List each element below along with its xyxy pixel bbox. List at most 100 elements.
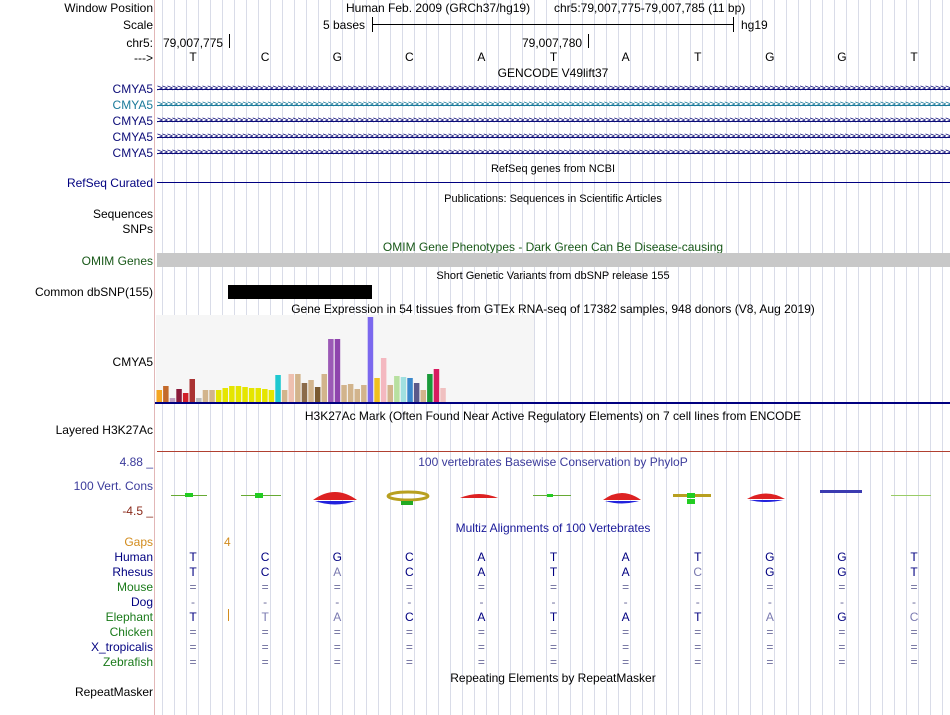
base-letter: C: [260, 50, 270, 64]
gtex-tissue-bar[interactable]: [367, 317, 374, 402]
gtex-tissue-bar[interactable]: [420, 390, 427, 402]
species-base: =: [766, 580, 774, 594]
gtex-tissue-bar[interactable]: [321, 374, 328, 402]
species-label-rhesus[interactable]: Rhesus: [112, 565, 153, 579]
gtex-tissue-bar[interactable]: [202, 390, 209, 402]
h3k-label[interactable]: Layered H3K27Ac: [55, 423, 153, 437]
species-base: =: [261, 580, 269, 594]
gtex-tissue-bar[interactable]: [413, 383, 420, 402]
gtex-tissue-bar[interactable]: [334, 339, 341, 402]
gtex-tissue-bar[interactable]: [281, 390, 288, 402]
rmsk-label[interactable]: RepeatMasker: [74, 685, 153, 699]
omim-label[interactable]: OMIM Genes: [81, 254, 153, 268]
gtex-tissue-bar[interactable]: [176, 389, 182, 402]
h3k-title[interactable]: H3K27Ac Mark (Often Found Near Active Re…: [304, 409, 802, 423]
species-label-zebrafish[interactable]: Zebrafish: [102, 655, 153, 669]
gridline: [882, 0, 883, 715]
gtex-tissue-bar[interactable]: [163, 386, 169, 402]
gtex-tissue-bar[interactable]: [354, 389, 361, 402]
gtex-tissue-bar[interactable]: [156, 390, 163, 402]
gtex-tissue-bar[interactable]: [215, 390, 222, 402]
gencode-gene-label[interactable]: CMYA5: [112, 146, 153, 160]
snp-deletion-bar[interactable]: [228, 285, 372, 299]
gencode-gene-label[interactable]: CMYA5: [112, 130, 153, 144]
gtex-title[interactable]: Gene Expression in 54 tissues from GTEx …: [291, 302, 815, 316]
species-label-dog[interactable]: Dog: [130, 595, 153, 609]
species-label-human[interactable]: Human: [114, 550, 153, 564]
refseq-gene-line[interactable]: [157, 182, 950, 183]
gencode-gene-feature[interactable]: >>>>>>>>>>>>>>>>>>>>>>>>>>>>>>>>>>>>>>>>…: [157, 100, 950, 110]
pos-left-tick: [229, 34, 230, 48]
gtex-tissue-bar[interactable]: [182, 393, 189, 402]
gtex-tissue-bar[interactable]: [209, 390, 215, 402]
gtex-tissue-bar[interactable]: [189, 379, 196, 402]
gtex-tissue-bar[interactable]: [268, 390, 275, 402]
species-label-chicken[interactable]: Chicken: [109, 625, 153, 639]
gtex-tissue-bar[interactable]: [288, 374, 295, 402]
gencode-gene-feature[interactable]: >>>>>>>>>>>>>>>>>>>>>>>>>>>>>>>>>>>>>>>>…: [157, 148, 950, 158]
omim-title[interactable]: OMIM Gene Phenotypes - Dark Green Can Be…: [382, 240, 724, 254]
species-base: =: [477, 625, 485, 639]
gtex-tissue-bar[interactable]: [400, 377, 407, 402]
pubs-title[interactable]: Publications: Sequences in Scientific Ar…: [444, 193, 662, 205]
gridline: [594, 0, 595, 715]
gtex-tissue-bar[interactable]: [229, 386, 235, 402]
sequences-label[interactable]: Sequences: [92, 207, 153, 221]
gtex-tissue-bar[interactable]: [380, 358, 387, 402]
gencode-gene-label[interactable]: CMYA5: [112, 82, 153, 96]
gtex-tissue-bar[interactable]: [262, 389, 268, 402]
gtex-tissue-bar[interactable]: [308, 380, 314, 402]
species-label-mouse[interactable]: Mouse: [116, 580, 153, 594]
gtex-tissue-bar[interactable]: [387, 385, 394, 402]
gtex-tissue-bar[interactable]: [248, 388, 255, 402]
refseq-title[interactable]: RefSeq genes from NCBI: [490, 163, 616, 175]
gtex-tissue-bar[interactable]: [433, 369, 440, 402]
gtex-tissue-bar[interactable]: [361, 385, 367, 402]
phylop-logo[interactable]: [155, 484, 950, 512]
refseq-label[interactable]: RefSeq Curated: [66, 176, 153, 190]
gtex-tissue-bar[interactable]: [196, 398, 202, 402]
gtex-tissue-bar[interactable]: [341, 385, 347, 402]
common-snp-label[interactable]: Common dbSNP(155): [34, 285, 153, 299]
gencode-gene-feature[interactable]: >>>>>>>>>>>>>>>>>>>>>>>>>>>>>>>>>>>>>>>>…: [157, 116, 950, 126]
gtex-tissue-bar[interactable]: [275, 375, 281, 402]
gtex-tissue-bar[interactable]: [301, 383, 308, 402]
gtex-tissue-bar[interactable]: [440, 388, 446, 402]
gtex-chart[interactable]: [155, 315, 950, 406]
db-text: hg19: [741, 18, 768, 32]
gtex-tissue-bar[interactable]: [255, 388, 262, 402]
gridline: [690, 0, 691, 715]
gencode-title[interactable]: GENCODE V49lift37: [497, 66, 609, 80]
gtex-tissue-bar[interactable]: [314, 387, 321, 402]
gtex-tissue-bar[interactable]: [328, 339, 334, 402]
gtex-tissue-bar[interactable]: [347, 384, 354, 402]
omim-gene-bar[interactable]: [157, 253, 950, 267]
gtex-tissue-bar[interactable]: [295, 374, 301, 402]
gridline: [642, 0, 643, 715]
gencode-gene-label[interactable]: CMYA5: [112, 114, 153, 128]
species-base: A: [477, 565, 486, 579]
rmsk-title[interactable]: Repeating Elements by RepeatMasker: [450, 671, 656, 685]
gaps-label[interactable]: Gaps: [124, 535, 153, 549]
multiz-title[interactable]: Multiz Alignments of 100 Vertebrates: [455, 521, 651, 535]
species-label-elephant[interactable]: Elephant: [105, 610, 153, 624]
gtex-tissue-bar[interactable]: [374, 378, 380, 402]
cons-label[interactable]: 100 Vert. Cons: [73, 479, 153, 493]
species-label-x_tropicalis[interactable]: X_tropicalis: [90, 640, 153, 654]
gencode-gene-label[interactable]: CMYA5: [112, 98, 153, 112]
gtex-tissue-bar[interactable]: [407, 378, 413, 402]
gtex-tissue-bar[interactable]: [427, 374, 433, 402]
gtex-tissue-bar[interactable]: [394, 376, 400, 402]
snp-title[interactable]: Short Genetic Variants from dbSNP releas…: [436, 270, 670, 282]
species-base: A: [621, 550, 630, 564]
gtex-tissue-bar[interactable]: [222, 388, 229, 402]
gtex-gene-label[interactable]: CMYA5: [112, 355, 153, 369]
gencode-gene-feature[interactable]: >>>>>>>>>>>>>>>>>>>>>>>>>>>>>>>>>>>>>>>>…: [157, 132, 950, 142]
gtex-tissue-bar[interactable]: [235, 386, 242, 402]
snps-label[interactable]: SNPs: [122, 222, 153, 236]
species-base: =: [405, 625, 413, 639]
gencode-gene-feature[interactable]: >>>>>>>>>>>>>>>>>>>>>>>>>>>>>>>>>>>>>>>>…: [157, 84, 950, 94]
gtex-tissue-bar[interactable]: [169, 398, 176, 402]
gtex-tissue-bar[interactable]: [242, 387, 248, 402]
phylop-title[interactable]: 100 vertebrates Basewise Conservation by…: [418, 455, 688, 469]
